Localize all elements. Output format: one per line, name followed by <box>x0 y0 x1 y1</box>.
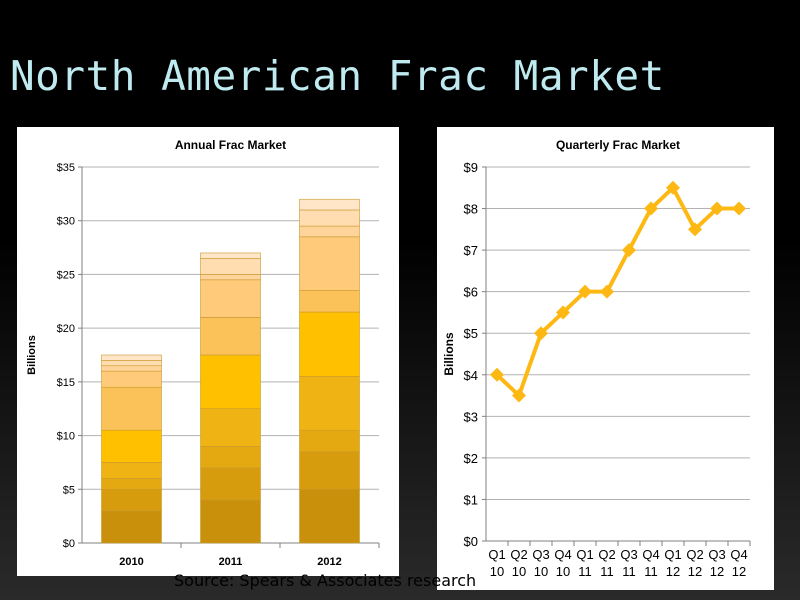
annual-bar-segment <box>101 360 162 367</box>
quarterly-data-point <box>578 284 592 299</box>
annual-chart-title: Annual Frac Market <box>175 138 286 152</box>
quarterly-data-point <box>732 201 746 216</box>
annual-bar-segment <box>200 317 261 356</box>
quarterly-series-line <box>495 185 739 398</box>
quarterly-data-point <box>688 222 702 237</box>
quarterly-y-tick-label: $6 <box>464 285 478 300</box>
annual-bar-segment <box>200 408 261 447</box>
annual-bar-segment <box>101 354 162 361</box>
annual-y-tick-label: $30 <box>57 216 75 228</box>
quarterly-x-tick-label-year: 10 <box>512 564 526 579</box>
annual-bar-segment <box>200 274 261 281</box>
quarterly-y-tick-label: $0 <box>464 534 478 549</box>
annual-bar-segment <box>299 198 360 211</box>
annual-x-tick-label: 2011 <box>219 556 243 568</box>
quarterly-data-point <box>512 388 526 403</box>
annual-x-tick-label: 2010 <box>119 556 143 568</box>
annual-bar-segment <box>200 252 261 259</box>
quarterly-x-tick-label: Q2 <box>510 547 527 562</box>
quarterly-y-axis-title: Billions <box>442 332 456 376</box>
annual-bar-segment <box>299 429 360 452</box>
annual-bar-segment <box>101 462 162 479</box>
annual-y-tick-label: $20 <box>57 323 75 335</box>
quarterly-y-tick-label: $3 <box>464 409 478 424</box>
quarterly-x-tick-label-year: 12 <box>732 564 746 579</box>
quarterly-data-point <box>600 284 614 299</box>
quarterly-data-point <box>556 305 570 320</box>
quarterly-y-tick-label: $5 <box>464 326 478 341</box>
annual-bar-segment <box>200 258 261 275</box>
annual-bar-segment <box>101 386 162 431</box>
quarterly-x-tick-label: Q3 <box>620 547 637 562</box>
annual-y-tick-label: $0 <box>63 538 75 550</box>
quarterly-frac-chart: Quarterly Frac Market Billions $0 $1 $2 $3 $4 $… <box>442 138 751 579</box>
quarterly-chart-panel: Quarterly Frac Market Billions $0 $1 $2 $3 $4 $… <box>437 127 774 590</box>
quarterly-x-tick-label: Q4 <box>554 547 571 562</box>
annual-bar-segment <box>299 236 360 291</box>
annual-bar-segment <box>200 446 261 469</box>
quarterly-data-point <box>534 326 548 341</box>
quarterly-y-tick-label: $2 <box>464 451 478 466</box>
annual-y-tick-label: $10 <box>57 431 75 443</box>
quarterly-y-tick-label: $9 <box>464 160 478 175</box>
annual-bar-segment <box>299 488 360 544</box>
source-note: Source: Spears & Associates research <box>174 571 477 590</box>
annual-bar-segment <box>101 370 162 388</box>
annual-bar-segment <box>299 376 360 431</box>
quarterly-x-tick-label-year: 12 <box>666 564 680 579</box>
annual-bar-segment <box>101 429 162 463</box>
annual-y-tick-label: $5 <box>63 484 75 496</box>
annual-bar-segment <box>299 225 360 238</box>
annual-y-tick-label: $25 <box>57 269 75 281</box>
annual-bar-segment <box>101 478 162 490</box>
quarterly-y-tick-label: $7 <box>464 243 478 258</box>
quarterly-x-tick-label: Q2 <box>686 547 703 562</box>
quarterly-data-point <box>710 201 724 216</box>
annual-chart-panel: Annual Frac Market Billions $0 $5 $10 $15 $20 $… <box>17 127 399 576</box>
annual-bar-segment <box>200 467 261 501</box>
annual-bar-segment <box>200 499 261 544</box>
quarterly-x-tick-label-year: 11 <box>644 564 658 579</box>
quarterly-data-point <box>644 201 658 216</box>
annual-x-tick-label: 2012 <box>317 556 341 568</box>
quarterly-x-tick-label: Q1 <box>664 547 681 562</box>
annual-bar-segment <box>101 510 162 544</box>
annual-y-tick-label: $35 <box>57 162 75 174</box>
quarterly-x-tick-label: Q1 <box>488 547 505 562</box>
annual-bar-segment <box>101 488 162 512</box>
quarterly-x-tick-label: Q1 <box>576 547 593 562</box>
quarterly-x-tick-label: Q3 <box>708 547 725 562</box>
annual-bar-segment <box>299 209 360 227</box>
quarterly-x-tick-label-year: 11 <box>578 564 592 579</box>
quarterly-x-tick-label-year: 10 <box>490 564 504 579</box>
quarterly-data-point <box>490 367 504 382</box>
quarterly-x-tick-label-year: 11 <box>622 564 636 579</box>
quarterly-data-point <box>622 243 636 258</box>
quarterly-y-tick-label: $4 <box>464 368 478 383</box>
annual-y-axis-title: Billions <box>26 335 38 375</box>
quarterly-x-tick-label: Q4 <box>730 547 747 562</box>
quarterly-x-tick-label-year: 12 <box>710 564 724 579</box>
quarterly-y-tick-label: $8 <box>464 202 478 217</box>
annual-bar-segment <box>200 354 261 410</box>
quarterly-chart-title: Quarterly Frac Market <box>556 138 680 152</box>
annual-frac-chart: Annual Frac Market Billions $0 $5 $10 $15 $20 $… <box>26 138 380 568</box>
annual-bar-segment <box>200 279 261 318</box>
annual-bar-segment <box>299 311 360 377</box>
quarterly-x-tick-label: Q2 <box>598 547 615 562</box>
slide-title: North American Frac Market <box>10 52 665 100</box>
quarterly-x-tick-label-year: 12 <box>688 564 702 579</box>
annual-bar-segment <box>299 451 360 490</box>
quarterly-data-point <box>666 180 680 195</box>
annual-bar-segment <box>101 365 162 372</box>
annual-bar-segment <box>299 290 360 313</box>
annual-y-tick-label: $15 <box>57 377 75 389</box>
quarterly-y-tick-label: $1 <box>464 492 478 507</box>
quarterly-x-tick-label-year: 10 <box>534 564 548 579</box>
quarterly-x-tick-label: Q4 <box>642 547 659 562</box>
quarterly-x-tick-label-year: 10 <box>556 564 570 579</box>
quarterly-x-tick-label: Q3 <box>532 547 549 562</box>
quarterly-x-tick-label-year: 11 <box>600 564 614 579</box>
